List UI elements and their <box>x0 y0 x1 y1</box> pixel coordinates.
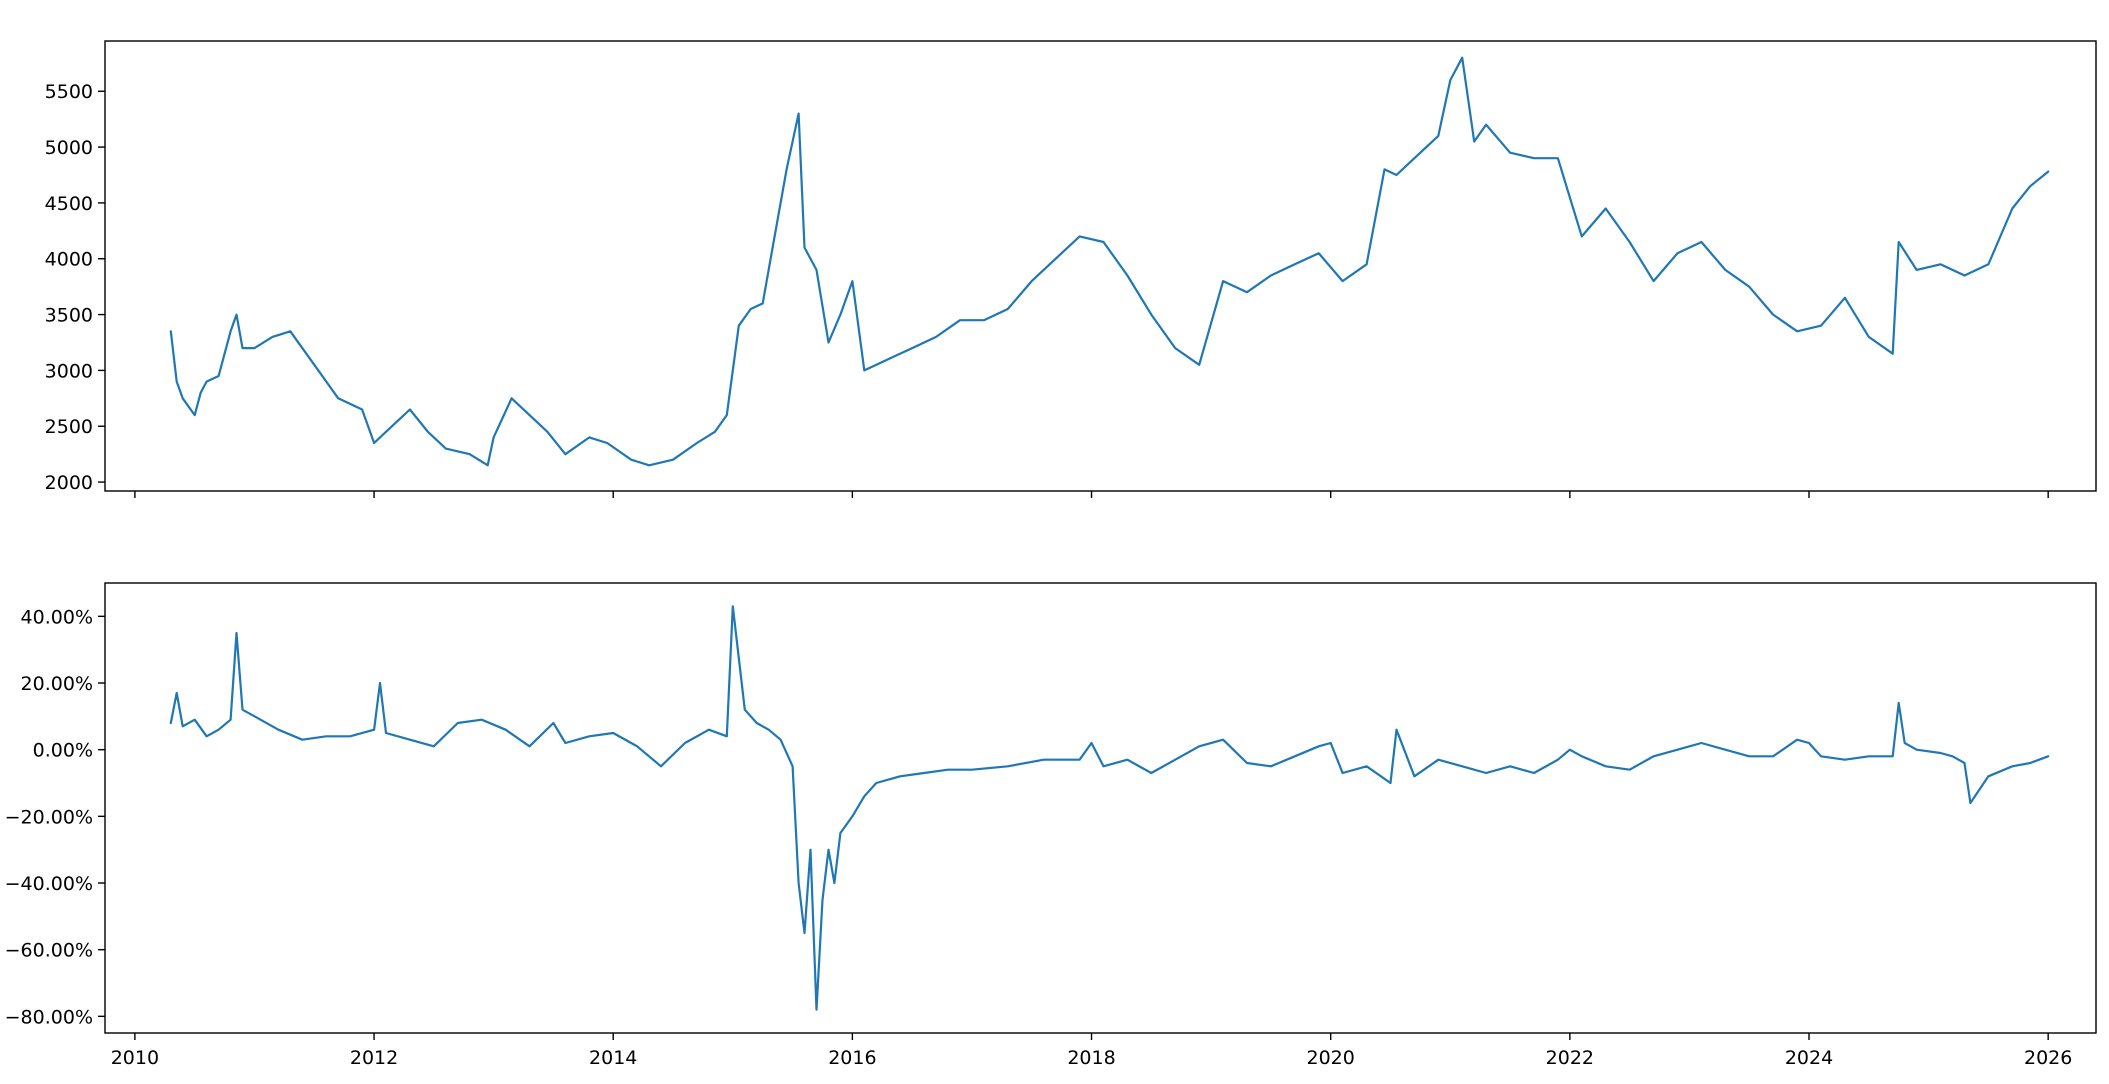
bottom-y-tick-label: 20.00% <box>21 673 93 695</box>
bottom-y-tick-label: −40.00% <box>5 873 93 895</box>
top-y-tick-label: 2000 <box>45 472 93 494</box>
bottom-y-tick-label: −20.00% <box>5 806 93 828</box>
top-y-tick-label: 5500 <box>45 81 93 103</box>
bottom-y-tick-label: 0.00% <box>33 740 93 762</box>
top-y-tick-label: 2500 <box>45 416 93 438</box>
bottom-series-line <box>169 605 2050 1011</box>
bottom-y-tick-label: −80.00% <box>5 1006 93 1028</box>
top-y-tick-label: 5000 <box>45 137 93 159</box>
bottom-percent-axes: 40.00% 20.00% 0.00% −20.00% −40.00% −60.00% −8… <box>5 582 2097 1069</box>
top-y-tick-label: 3500 <box>45 305 93 327</box>
bottom-x-tick-label: 2012 <box>350 1047 398 1069</box>
bottom-x-tick-label: 2014 <box>589 1047 637 1069</box>
top-y-tick-label: 4000 <box>45 249 93 271</box>
bottom-x-tick-label: 2022 <box>1546 1047 1594 1069</box>
top-y-tick-label: 3000 <box>45 360 93 382</box>
top-y-tick-label: 4500 <box>45 193 93 215</box>
top-axes-frame <box>104 40 2097 492</box>
bottom-x-tick-label: 2016 <box>828 1047 876 1069</box>
top-price-axes: 2000 2500 3000 3500 4000 4500 5000 5500 <box>45 40 2097 498</box>
top-series-line <box>169 56 2050 467</box>
bottom-y-tick-label: 40.00% <box>21 606 93 628</box>
bottom-x-tick-label: 2026 <box>2024 1047 2072 1069</box>
bottom-axes-frame <box>104 582 2097 1034</box>
bottom-y-tick-label: −60.00% <box>5 940 93 962</box>
bottom-x-tick-label: 2020 <box>1307 1047 1355 1069</box>
bottom-x-tick-label: 2018 <box>1067 1047 1115 1069</box>
bottom-x-tick-label: 2010 <box>111 1047 159 1069</box>
bottom-x-tick-label: 2024 <box>1785 1047 1833 1069</box>
